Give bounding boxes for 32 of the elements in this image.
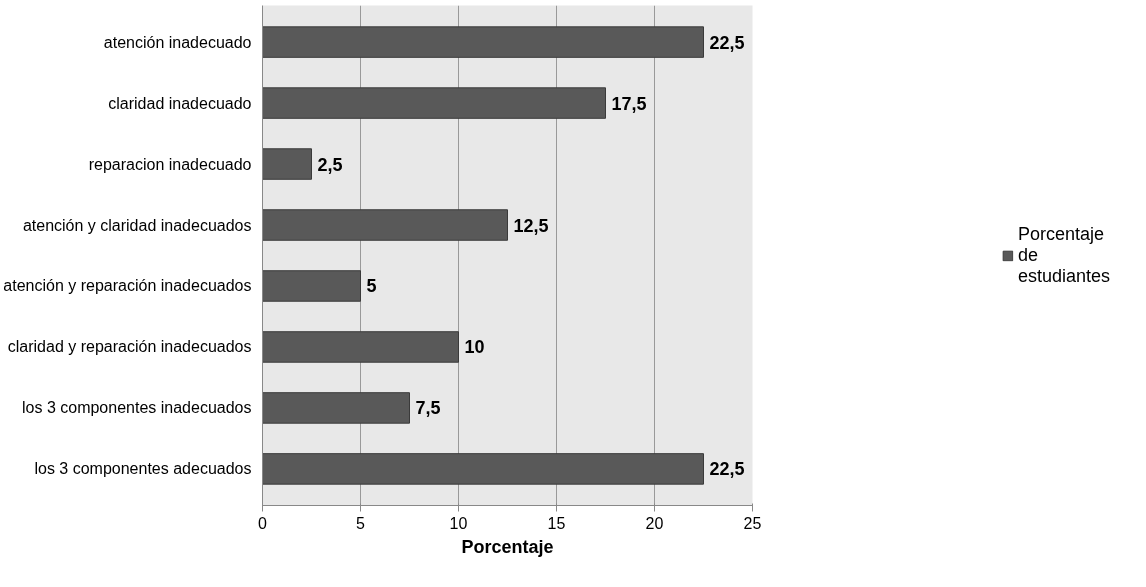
y-tick-label: atención inadecuado — [103, 33, 252, 51]
y-tick-label: claridad y reparación inadecuados — [7, 338, 252, 356]
y-tick-label: los 3 componentes inadecuados — [22, 399, 252, 417]
x-tick-label: 25 — [743, 514, 762, 532]
bar — [262, 87, 606, 119]
data-label: 22,5 — [709, 32, 745, 53]
bar — [262, 148, 312, 180]
bar — [262, 331, 459, 363]
bar — [262, 392, 410, 424]
data-label: 5 — [366, 276, 377, 297]
y-tick-label: atención y claridad inadecuados — [22, 216, 252, 234]
x-axis-title: Porcentaje — [461, 536, 554, 557]
data-label: 7,5 — [415, 398, 441, 419]
bar — [262, 26, 704, 58]
x-tick-label: 15 — [547, 514, 566, 532]
y-tick-label: reparacion inadecuado — [88, 155, 252, 173]
y-tick-label: los 3 componentes adecuados — [34, 460, 252, 478]
bar — [262, 209, 508, 241]
x-tick-label: 20 — [645, 514, 664, 532]
x-tick-label: 10 — [449, 514, 468, 532]
data-label: 2,5 — [317, 154, 343, 175]
x-tick-label: 0 — [258, 514, 268, 532]
data-label: 10 — [464, 337, 485, 358]
legend-label: Porcentaje de estudiantes — [1017, 223, 1111, 287]
data-label: 17,5 — [611, 93, 647, 114]
data-label: 12,5 — [513, 215, 549, 236]
y-tick-label: claridad inadecuado — [108, 94, 252, 112]
bar — [262, 270, 361, 302]
bar — [262, 453, 704, 485]
y-tick-label: atención y reparación inadecuados — [3, 277, 252, 295]
data-label: 22,5 — [709, 459, 745, 480]
x-tick-label: 5 — [356, 514, 366, 532]
